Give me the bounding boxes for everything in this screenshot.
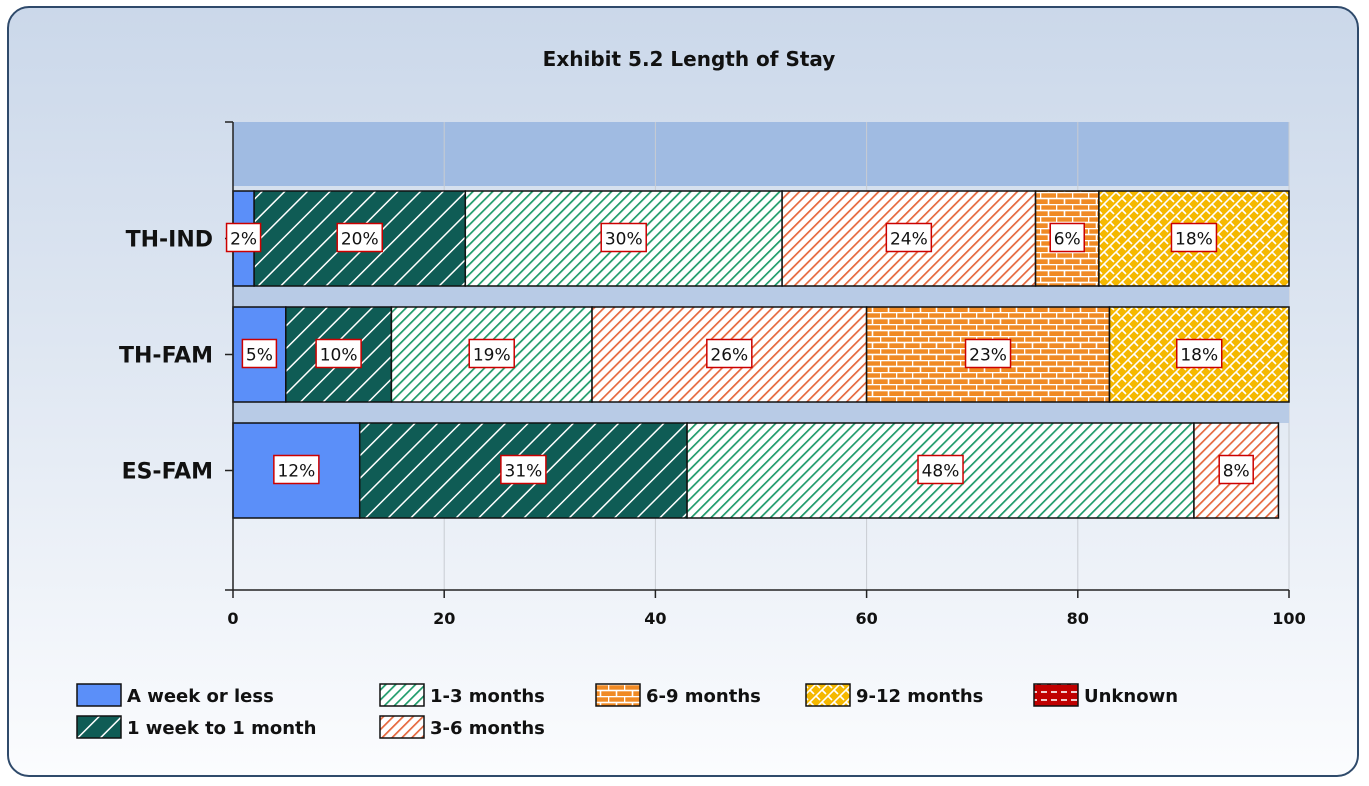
data-label-box [1049,222,1085,253]
data-label-box [600,222,647,253]
data-label-box [241,338,278,369]
data-label: 48% [922,462,960,482]
data-label: 12% [277,462,315,482]
legend-label: 1-3 months [430,686,545,707]
legend-swatch [805,683,851,707]
data-label: 30% [605,230,643,250]
data-label: 5% [246,346,273,366]
x-tick-label: 100 [1272,609,1305,628]
data-label-box [468,338,515,369]
legend-swatch [1033,683,1079,707]
data-label-box [225,222,262,253]
axes [225,121,1289,591]
chart-title: Exhibit 5.2 Length of Stay [543,47,836,71]
legend-label: A week or less [127,686,274,707]
data-label-box [917,454,964,485]
category-label: TH-IND [126,228,213,253]
legend: A week or less 1 week to 1 month 1-3 month… [76,683,1178,739]
data-label: 6% [1054,230,1081,250]
legend-label: Unknown [1084,686,1178,707]
data-label-box [500,454,547,485]
gap-band [233,402,1289,423]
data-label-box [336,222,383,253]
category-label: TH-FAM [119,344,213,369]
data-label: 18% [1175,230,1213,250]
data-label: 2% [230,230,257,250]
data-label: 24% [890,230,928,250]
legend-label: 1 week to 1 month [127,718,316,739]
legend-swatch [595,683,641,707]
legend-swatch [76,715,122,739]
legend-label: 6-9 months [646,686,761,707]
data-label-box [706,338,753,369]
category-labels: TH-IND TH-FAM ES-FAM [119,228,213,485]
legend-swatch [379,715,425,739]
data-label: 20% [341,230,379,250]
data-label: 19% [473,346,511,366]
data-label-box [964,338,1012,369]
data-label-box [273,454,320,485]
x-tick-label: 60 [855,609,877,628]
legend-swatch [76,683,122,707]
data-label: 23% [969,346,1007,366]
data-label-box [885,222,933,253]
bars [232,190,1290,519]
data-label: 10% [320,346,358,366]
legend-swatch [379,683,425,707]
x-tick-label: 20 [433,609,455,628]
data-label: 31% [505,462,543,482]
data-label: 18% [1180,346,1218,366]
data-label: 8% [1223,462,1250,482]
data-label-box [315,338,362,369]
data-label-box [1175,338,1223,369]
data-label-box [1218,454,1254,485]
x-axis-ticks: 0 20 40 60 80 100 [227,590,1306,628]
x-tick-label: 40 [644,609,666,628]
category-label: ES-FAM [122,460,213,485]
data-label-box [1170,222,1218,253]
legend-label: 3-6 months [430,718,545,739]
data-labels: 2% 20% 30% 24% 6% 18% 5% 10% 19% 26% 23% 18% 12% 31% 4… [225,222,1254,485]
bar-gap-bands [233,286,1289,423]
plot-area-top-band [233,122,1289,186]
x-tick-label: 80 [1067,609,1089,628]
gap-band [233,286,1289,307]
data-label: 26% [710,346,748,366]
legend-label: 9-12 months [856,686,983,707]
x-tick-label: 0 [227,609,238,628]
